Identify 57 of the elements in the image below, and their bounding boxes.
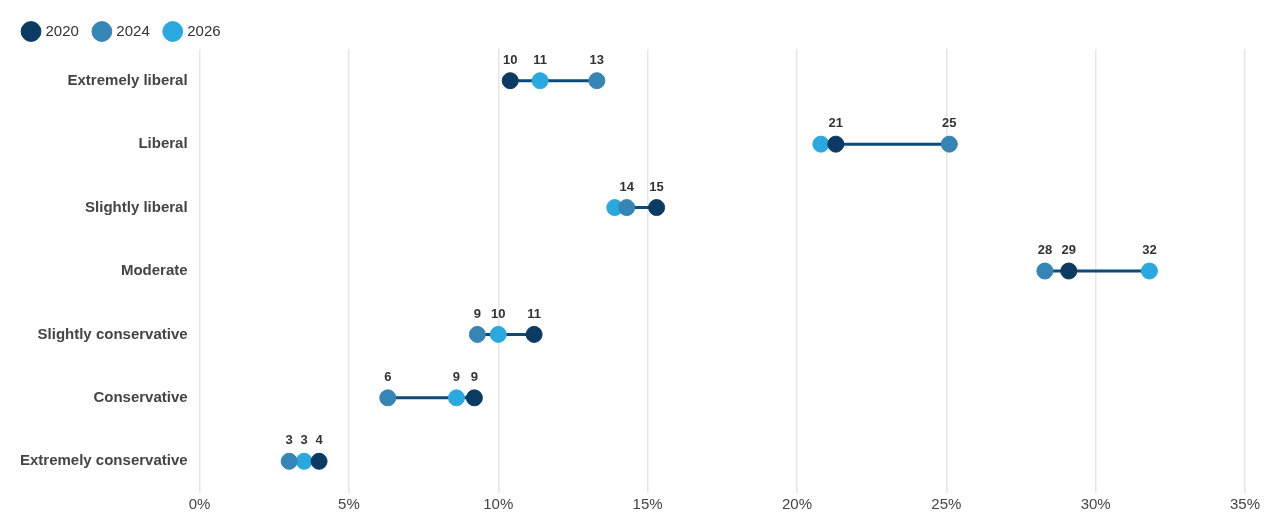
data-label: 13 [589, 51, 605, 67]
y-tick-label: Slightly conservative [37, 324, 188, 342]
data-label: 3 [300, 432, 308, 448]
point [489, 325, 507, 343]
data-label: 21 [828, 115, 844, 131]
point [940, 135, 958, 153]
y-tick-label: Liberal [138, 134, 188, 152]
y-tick-label: Extremely liberal [67, 70, 188, 88]
data-label: 6 [384, 368, 392, 384]
x-tick-label: 10% [483, 495, 514, 513]
point [812, 135, 830, 153]
x-tick-label: 25% [931, 495, 962, 513]
point [310, 452, 328, 470]
point [1140, 262, 1158, 280]
data-label: 9 [473, 305, 481, 321]
y-tick-label: Slightly liberal [85, 197, 188, 215]
legend-label: 2026 [187, 21, 221, 39]
y-tick-label: Extremely conservative [19, 451, 188, 469]
data-label: 15 [649, 178, 664, 194]
point [618, 199, 636, 217]
point [468, 325, 486, 343]
point [827, 135, 845, 153]
point [447, 389, 465, 407]
data-label: 11 [533, 51, 547, 67]
point [648, 199, 666, 217]
point [501, 72, 519, 90]
data-label: 32 [1142, 242, 1157, 258]
data-label: 9 [470, 368, 479, 384]
point [1060, 262, 1078, 280]
point [525, 325, 543, 343]
data-label: 3 [285, 432, 293, 448]
point [379, 389, 397, 407]
data-label: 28 [1037, 242, 1053, 258]
point [295, 452, 313, 470]
x-tick-label: 0% [188, 495, 211, 513]
data-label: 4 [315, 432, 324, 448]
data-label: 25 [942, 115, 957, 131]
legend-label: 2024 [116, 21, 150, 39]
data-label: 14 [619, 178, 635, 194]
x-tick-label: 20% [781, 495, 812, 513]
x-tick-label: 5% [338, 495, 360, 513]
data-label: 10 [503, 51, 518, 67]
legend-label: 2020 [45, 21, 79, 39]
point [588, 72, 606, 90]
data-label: 9 [452, 368, 461, 384]
data-label: 29 [1061, 242, 1077, 258]
x-tick-label: 15% [632, 495, 663, 513]
x-tick-label: 30% [1080, 495, 1111, 513]
point [1036, 262, 1054, 280]
y-tick-label: Conservative [93, 388, 188, 405]
point [531, 72, 549, 90]
point [280, 452, 298, 470]
data-label: 10 [491, 305, 506, 321]
y-tick-label: Moderate [120, 261, 188, 279]
point [465, 389, 483, 407]
data-label: 11 [527, 305, 541, 321]
x-tick-label: 35% [1229, 495, 1261, 513]
